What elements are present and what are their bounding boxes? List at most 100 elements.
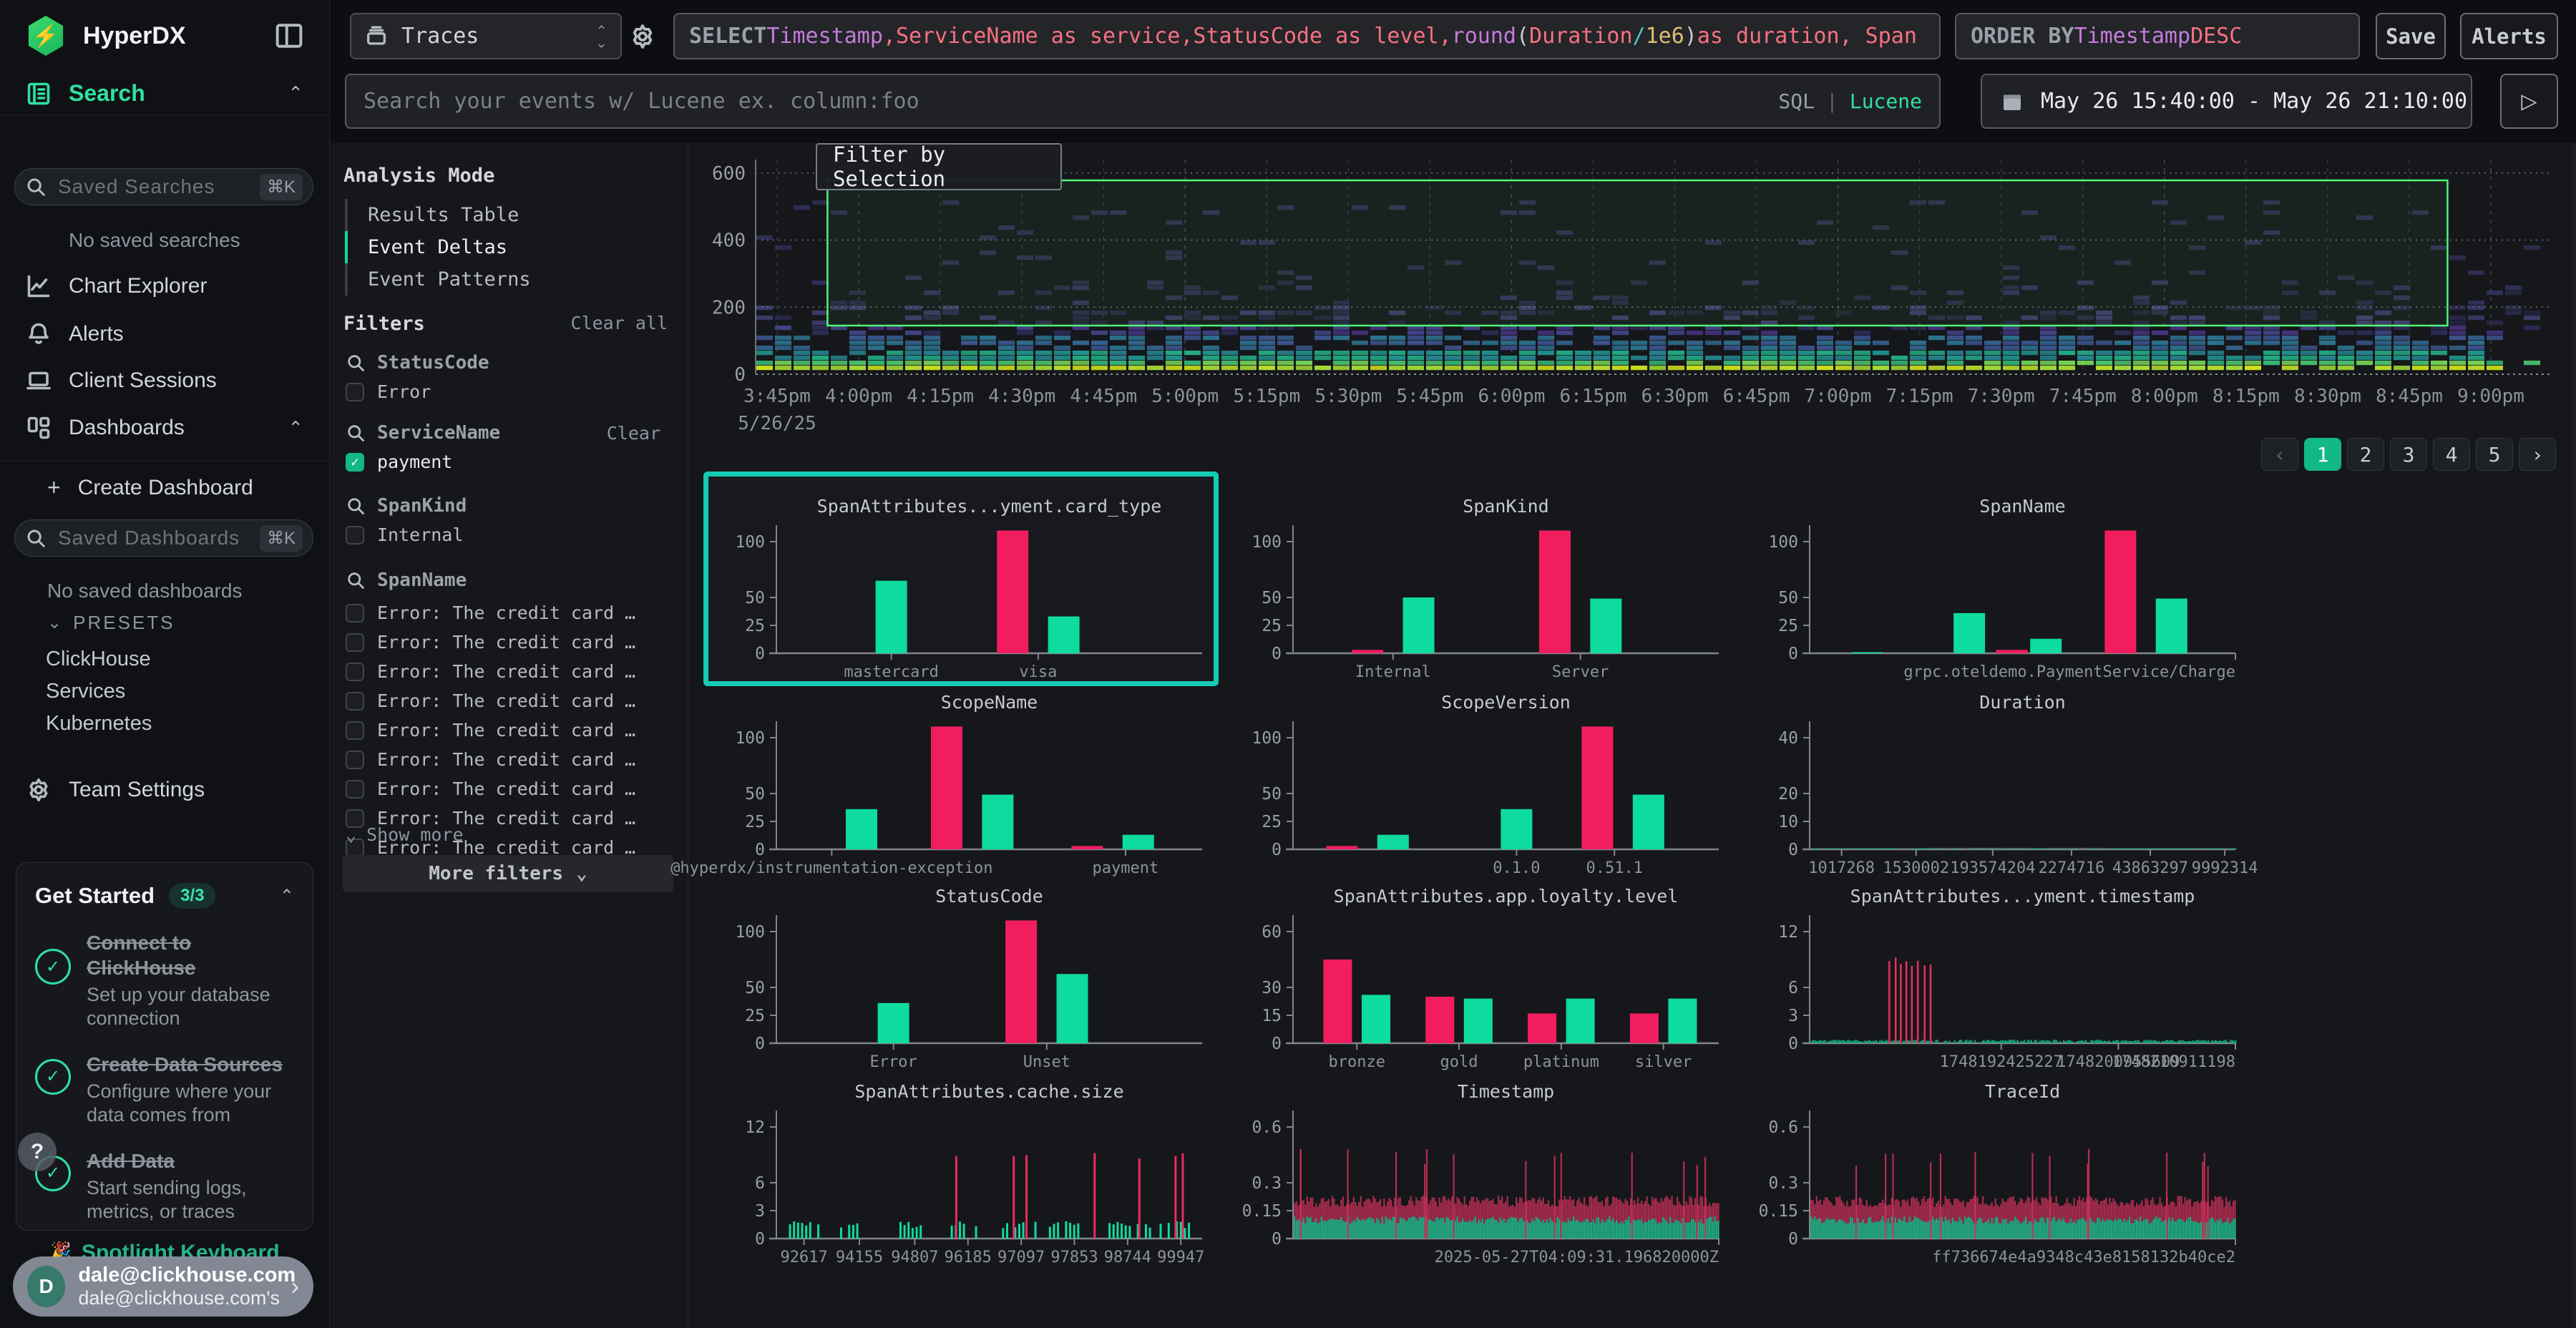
preset-kubernetes[interactable]: Kubernetes <box>46 712 152 735</box>
mode-event-deltas[interactable]: Event Deltas <box>345 231 645 263</box>
svg-text:0.3: 0.3 <box>1768 1174 1798 1193</box>
search-icon[interactable] <box>346 496 366 516</box>
collapse-sidebar-icon[interactable] <box>275 23 303 49</box>
mode-lucene-toggle[interactable]: Lucene <box>1849 89 1922 113</box>
user-account-card[interactable]: D dale@clickhouse.com dale@clickhouse.co… <box>13 1256 313 1317</box>
logo-row: ⚡ HyperDX <box>26 16 303 56</box>
checkbox-unchecked[interactable] <box>346 525 364 545</box>
page-button-3[interactable]: 3 <box>2390 438 2427 471</box>
filter-option-spanname[interactable]: Error: The credit card … <box>346 774 669 804</box>
create-dashboard-button[interactable]: + Create Dashboard <box>47 474 303 501</box>
checkbox-checked[interactable]: ✓ <box>346 452 364 472</box>
preset-clickhouse[interactable]: ClickHouse <box>46 648 151 670</box>
search-icon <box>25 527 47 549</box>
checkbox-unchecked[interactable] <box>346 633 364 652</box>
mini-chart-scope_name[interactable]: ScopeName 0 25 50 100 @hyperdx/instrumentatio… <box>670 687 1214 880</box>
page-next-button[interactable]: › <box>2519 438 2556 471</box>
get-started-item[interactable]: ✓ Connect to ClickHouse Set up your data… <box>35 930 294 1030</box>
filter-option-spanname[interactable]: Error: The credit card … <box>346 745 669 774</box>
filter-option-spanname[interactable]: Error: The credit card … <box>346 686 669 716</box>
filter-option-spanname[interactable]: Error: The credit card … <box>346 628 669 657</box>
scrollbar-track[interactable] <box>2572 143 2576 1328</box>
mini-chart-duration[interactable]: Duration 0 10 20 40 1017268 1530002 193574204 22… <box>1742 687 2258 880</box>
svg-text:0.6: 0.6 <box>1252 1118 1282 1137</box>
filter-option-payment[interactable]: ✓ payment <box>346 451 452 472</box>
archive-icon <box>364 24 389 49</box>
chevron-up-icon[interactable]: ⌃ <box>279 886 294 906</box>
source-select[interactable]: Traces ⌃ ⌃ <box>350 13 622 59</box>
saved-dashboards-input[interactable]: Saved Dashboards ⌘K <box>14 519 313 557</box>
mini-chart-scope_version[interactable]: ScopeVersion 0 25 50 100 0.1.0 0.51.1 <box>1225 687 1730 880</box>
filter-option-spanname[interactable]: Error: The credit card … <box>346 598 669 628</box>
checkbox-unchecked[interactable] <box>346 662 364 681</box>
filter-option-spanname[interactable]: Error: The credit card … <box>346 804 669 833</box>
mode-sql-toggle[interactable]: SQL <box>1778 89 1815 113</box>
selected-chart-card[interactable] <box>703 472 1219 686</box>
mini-chart-card_type[interactable]: SpanAttributes...yment.card_type 0 25 50 100… <box>708 491 1214 684</box>
checkbox-unchecked[interactable] <box>346 779 364 799</box>
save-button[interactable]: Save <box>2376 13 2446 59</box>
page-button-1[interactable]: 1 <box>2304 438 2341 471</box>
help-button[interactable]: ? <box>18 1133 57 1171</box>
checkbox-unchecked[interactable] <box>346 382 364 401</box>
mini-chart-payment_timestamp[interactable]: SpanAttributes...yment.timestamp 0 3 6 12 174… <box>1742 881 2247 1074</box>
show-more-button[interactable]: ⌄ Show more <box>346 824 464 845</box>
page-button-4[interactable]: 4 <box>2433 438 2470 471</box>
page-prev-button[interactable]: ‹ <box>2261 438 2298 471</box>
mini-chart-trace_id[interactable]: TraceId 0 0.15 0.3 0.6 ff736674e4a9348c43e815… <box>1742 1076 2247 1269</box>
event-search-input[interactable]: Search your events w/ Lucene ex. column:… <box>345 74 1941 129</box>
chevron-down-icon: ⌄ <box>47 613 62 633</box>
filter-option-error[interactable]: Error <box>346 381 431 402</box>
saved-searches-input[interactable]: Saved Searches ⌘K <box>14 168 313 205</box>
sidebar-item-dashboards[interactable]: Dashboards ⌃ <box>26 415 303 441</box>
page-button-2[interactable]: 2 <box>2347 438 2384 471</box>
checkbox-unchecked[interactable] <box>346 809 364 828</box>
svg-text:100: 100 <box>1252 533 1282 552</box>
clear-all-button[interactable]: Clear all <box>570 313 668 333</box>
mini-chart-cache_size[interactable]: SpanAttributes.cache.size 0 3 6 12 92617 94155… <box>708 1076 1214 1269</box>
page-button-5[interactable]: 5 <box>2476 438 2513 471</box>
filter-option-spanname[interactable]: Error: The credit card … <box>346 657 669 686</box>
analysis-mode-title: Analysis Mode <box>343 165 495 187</box>
svg-text:9:00pm: 9:00pm <box>2457 386 2524 407</box>
alerts-button[interactable]: Alerts <box>2460 13 2558 59</box>
svg-text:100: 100 <box>735 729 765 748</box>
sidebar-item-search[interactable]: Search ⌃ <box>26 80 303 107</box>
filter-option-spanname[interactable]: Error: The credit card … <box>346 716 669 745</box>
preset-services[interactable]: Services <box>46 680 126 703</box>
checkbox-unchecked[interactable] <box>346 603 364 622</box>
sidebar-item-client-sessions[interactable]: Client Sessions <box>26 368 303 394</box>
checkbox-unchecked[interactable] <box>346 750 364 769</box>
mini-chart-span_kind[interactable]: SpanKind 0 25 50 100 Internal Server <box>1225 491 1730 684</box>
mode-results-table[interactable]: Results Table <box>345 199 645 231</box>
duration-heatmap-chart[interactable]: 0 200 400 600 3:45pm 4:00pm 4:15pm 4:30pm 4:45pm… <box>708 136 2576 451</box>
get-started-item[interactable]: ✓ Create Data Sources Configure where yo… <box>35 1052 294 1127</box>
search-icon[interactable] <box>346 353 366 373</box>
filter-option-internal[interactable]: Internal <box>346 524 463 545</box>
mini-chart-timestamp[interactable]: Timestamp 0 0.15 0.3 0.6 2025-05-27T04:09:31.… <box>1225 1076 1730 1269</box>
filter-by-selection-button[interactable]: Filter by Selection <box>816 142 1062 191</box>
checkbox-unchecked[interactable] <box>346 721 364 740</box>
get-started-item[interactable]: ✓ Add Data Start sending logs, metrics, … <box>35 1148 294 1224</box>
mini-chart-loyalty_level[interactable]: SpanAttributes.app.loyalty.level 0 15 30 60 b… <box>1225 881 1730 1074</box>
run-query-button[interactable]: ▷ <box>2500 74 2558 129</box>
filter-option-spanname[interactable]: Error: The credit card … <box>346 833 669 862</box>
chevron-up-icon[interactable]: ⌃ <box>288 82 303 104</box>
chevron-up-icon[interactable]: ⌃ <box>288 416 303 439</box>
mini-chart-span_name[interactable]: SpanName 0 25 50 100 grpc.oteldemo.PaymentSer… <box>1742 491 2247 684</box>
checkbox-unchecked[interactable] <box>346 691 364 711</box>
sidebar-item-team-settings[interactable]: Team Settings <box>26 777 303 803</box>
clear-group-button[interactable]: Clear <box>606 422 660 444</box>
search-icon[interactable] <box>346 570 366 590</box>
mode-event-patterns[interactable]: Event Patterns <box>345 263 645 296</box>
sidebar-item-chart-explorer[interactable]: Chart Explorer <box>26 273 303 299</box>
search-icon[interactable] <box>346 423 366 443</box>
date-range-picker[interactable]: May 26 15:40:00 - May 26 21:10:00 <box>1981 74 2472 129</box>
presets-toggle[interactable]: ⌄ PRESETS <box>47 612 175 634</box>
more-filters-button[interactable]: More filters ⌄ <box>343 855 673 892</box>
sql-select-editor[interactable]: SELECT Timestamp, ServiceName as service… <box>673 13 1941 59</box>
sql-orderby-editor[interactable]: ORDER BY Timestamp DESC <box>1955 13 2360 59</box>
mini-chart-status_code[interactable]: StatusCode 0 25 50 100 Error Unset <box>708 881 1214 1074</box>
source-settings-gear-icon[interactable] <box>629 23 656 50</box>
sidebar-item-alerts[interactable]: Alerts <box>26 321 303 347</box>
